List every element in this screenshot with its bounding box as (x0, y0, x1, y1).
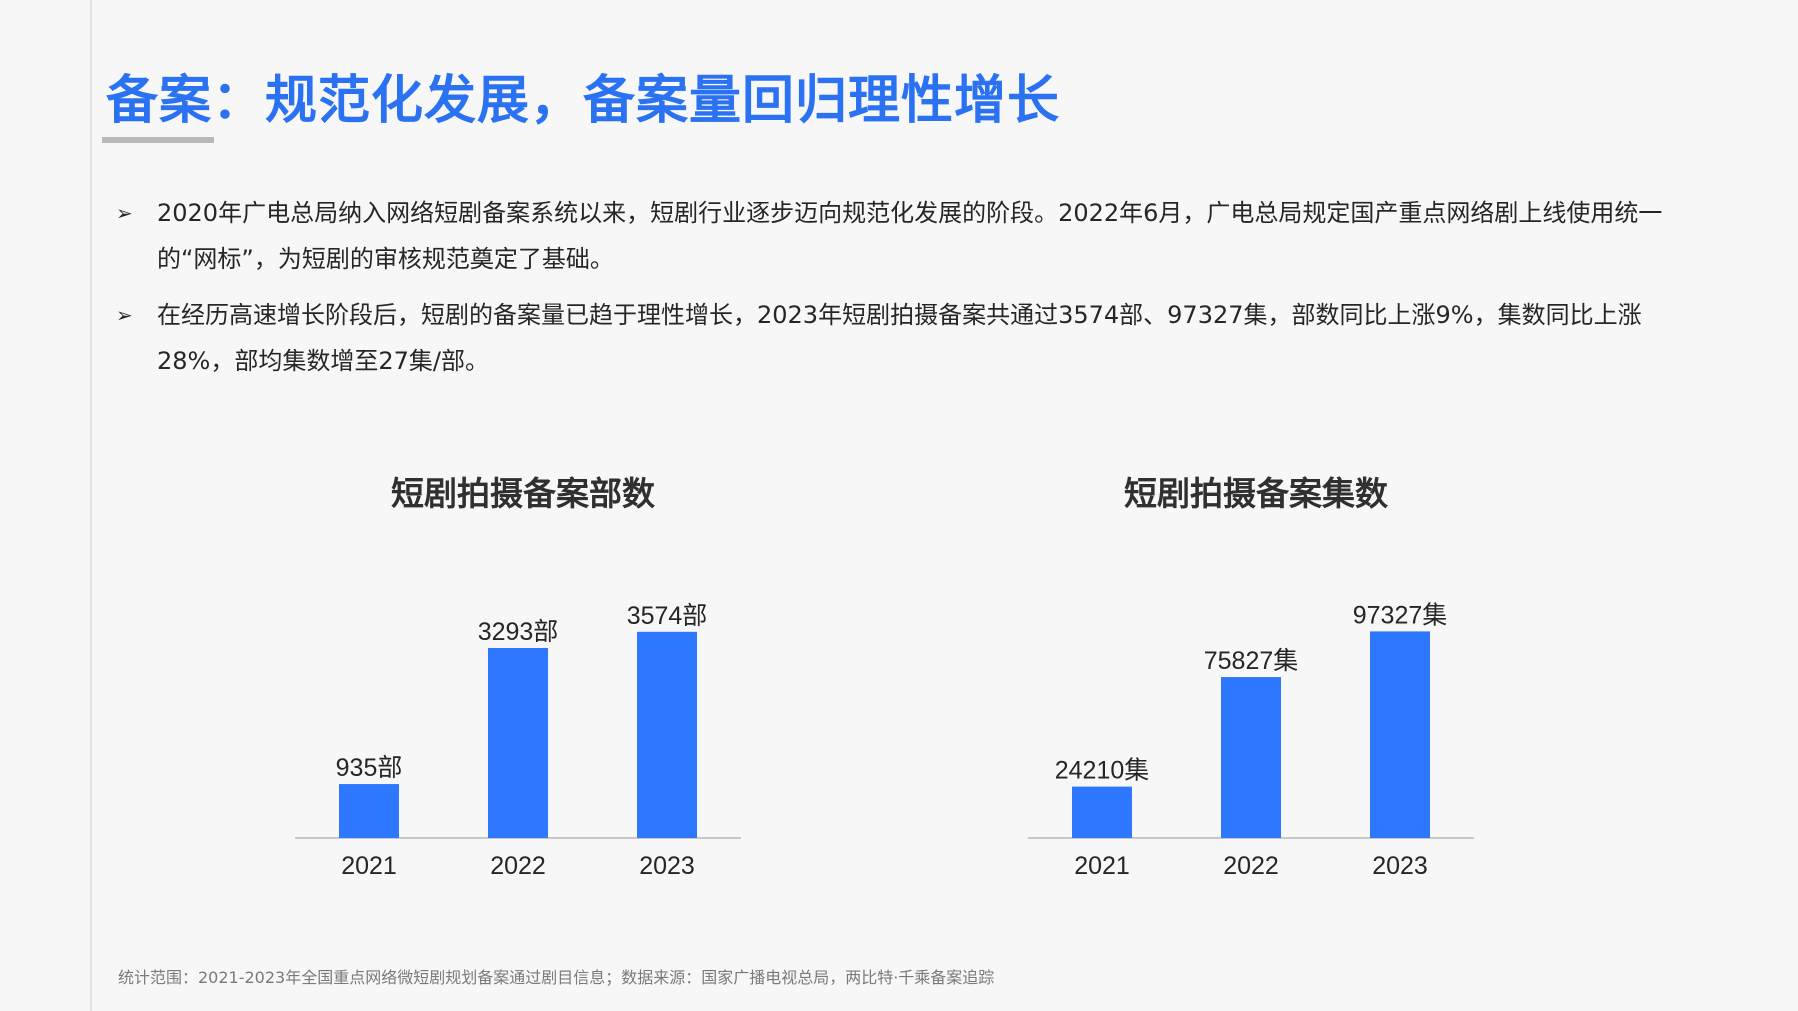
x-tick-label: 2023 (639, 852, 695, 880)
x-tick-label: 2021 (341, 852, 397, 880)
bullet-list: ➢ 2020年广电总局纳入网络短剧备案系统以来，短剧行业逐步迈向规范化发展的阶段… (116, 190, 1696, 394)
data-label: 3574部 (627, 602, 708, 630)
bar-2022 (1221, 677, 1281, 838)
data-label: 24210集 (1055, 757, 1150, 785)
bar-2021 (339, 784, 399, 838)
arrow-bullet-icon: ➢ (116, 303, 133, 327)
data-label: 935部 (336, 754, 403, 782)
title-underline (102, 137, 214, 143)
x-tick-label: 2022 (1223, 852, 1279, 880)
data-label: 97327集 (1353, 601, 1448, 629)
data-label: 75827集 (1204, 647, 1299, 675)
bullet-item: ➢ 2020年广电总局纳入网络短剧备案系统以来，短剧行业逐步迈向规范化发展的阶段… (116, 190, 1696, 282)
chart-episode-count-parts: 短剧拍摄备案部数 935部 2021 3293部 2022 3574部 2023 (243, 455, 803, 885)
chart-title: 短剧拍摄备案部数 (391, 474, 655, 513)
chart-episode-count-episodes: 短剧拍摄备案集数 24210集 2021 75827集 2022 97327集 2023 (976, 455, 1536, 885)
arrow-bullet-icon: ➢ (116, 201, 133, 225)
x-tick-label: 2022 (490, 852, 546, 880)
bar-2021 (1072, 786, 1132, 838)
bullet-text: 2020年广电总局纳入网络短剧备案系统以来，短剧行业逐步迈向规范化发展的阶段。2… (157, 199, 1663, 273)
bar-chart-svg: 935部 2021 3293部 2022 3574部 2023 (295, 602, 741, 880)
bullet-text: 在经历高速增长阶段后，短剧的备案量已趋于理性增长，2023年短剧拍摄备案共通过3… (157, 301, 1642, 375)
x-tick-label: 2021 (1074, 852, 1130, 880)
x-tick-label: 2023 (1372, 852, 1428, 880)
page-title: 备案：规范化发展，备案量回归理性增长 (106, 71, 1061, 131)
footnote: 统计范围：2021-2023年全国重点网络微短剧规划备案通过剧目信息；数据来源：… (118, 968, 995, 987)
chart-title: 短剧拍摄备案集数 (1124, 474, 1388, 513)
bar-2023 (1370, 631, 1430, 838)
left-divider (90, 0, 92, 1011)
bar-chart-svg: 24210集 2021 75827集 2022 97327集 2023 (1028, 601, 1474, 880)
data-label: 3293部 (478, 618, 559, 646)
bullet-item: ➢ 在经历高速增长阶段后，短剧的备案量已趋于理性增长，2023年短剧拍摄备案共通… (116, 292, 1696, 384)
bar-2023 (637, 631, 697, 838)
bar-2022 (488, 648, 548, 838)
